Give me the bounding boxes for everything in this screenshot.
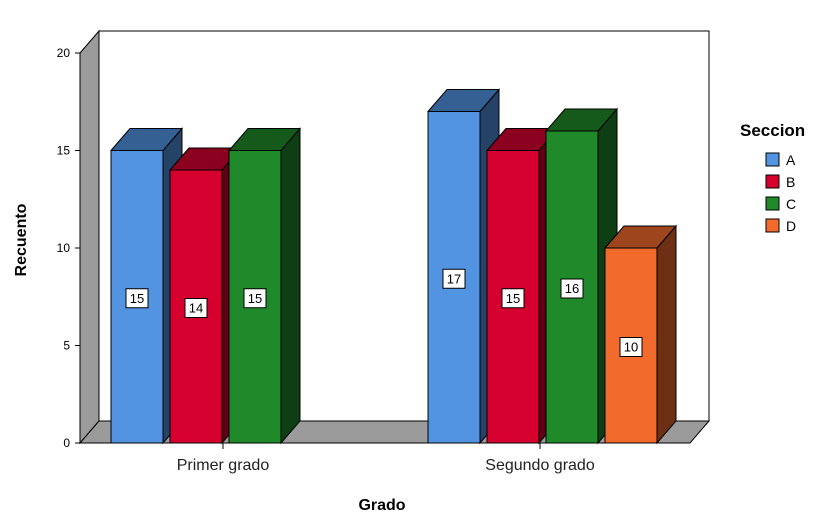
data-label-box: [442, 268, 466, 289]
y-tick-label: 0: [63, 436, 70, 450]
data-label: 17: [447, 271, 461, 286]
left-wall: [79, 29, 100, 445]
data-label: 10: [624, 340, 638, 355]
data-label-box: [184, 298, 208, 318]
data-label: 15: [248, 291, 262, 306]
legend-swatch-A: [765, 152, 780, 167]
data-label-box: [501, 288, 525, 309]
y-axis-title: Recuento: [13, 203, 30, 276]
bar-front: [169, 169, 223, 444]
data-label: 14: [189, 301, 203, 316]
data-label-box: [560, 278, 584, 299]
bars: 15 14 15 17 15 16 10: [109, 88, 678, 445]
data-label: 15: [506, 291, 520, 306]
y-axis: 0 5 10 15 20: [57, 46, 80, 450]
legend-label-A: A: [786, 152, 796, 168]
y-tick-label: 15: [57, 144, 71, 158]
legend-title: Seccion: [740, 121, 805, 140]
legend-swatch-B: [765, 174, 780, 189]
x-axis-title: Grado: [358, 497, 405, 513]
bar-D-1: 10: [603, 224, 678, 445]
bar-side: [656, 224, 677, 445]
bar-side: [280, 127, 301, 445]
data-label: 16: [565, 281, 579, 296]
data-label-box: [125, 288, 149, 309]
bar-C-0: 15: [227, 127, 302, 445]
y-tick-label: 5: [63, 339, 70, 353]
legend-label-C: C: [786, 196, 796, 212]
data-label: 15: [130, 291, 144, 306]
y-tick-label: 10: [57, 241, 71, 255]
legend-label-B: B: [786, 174, 795, 190]
legend-swatch-C: [765, 196, 780, 211]
x-tick-label: Segundo grado: [485, 457, 595, 474]
data-label-box: [243, 288, 267, 309]
legend-label-D: D: [786, 218, 796, 234]
x-axis: Primer grado Segundo grado: [80, 442, 690, 474]
legend-swatch-D: [765, 218, 780, 233]
data-label-box: [619, 337, 643, 357]
y-tick-label: 20: [57, 46, 71, 60]
x-tick-label: Primer grado: [177, 457, 270, 474]
